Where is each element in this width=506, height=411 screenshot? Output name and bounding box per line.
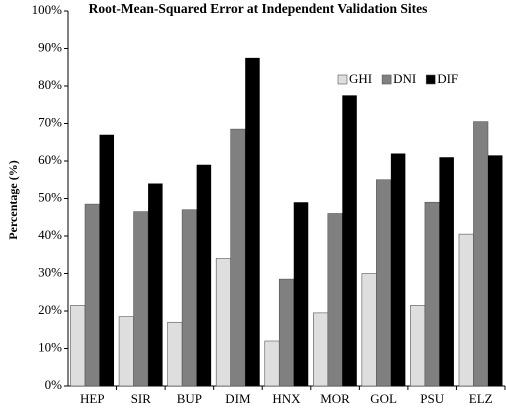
y-tick-label: 90% — [38, 39, 62, 54]
bar — [439, 157, 454, 386]
bar — [167, 321, 183, 387]
y-tick-label: 30% — [38, 264, 62, 279]
legend-label: DNI — [393, 71, 416, 86]
bar — [313, 312, 329, 387]
bar — [361, 273, 377, 387]
bar — [118, 316, 134, 387]
x-tick-label: HNX — [272, 391, 301, 406]
y-tick-label: 0% — [45, 377, 63, 392]
bar — [245, 57, 260, 386]
y-tick-label: 50% — [38, 189, 62, 204]
bar — [70, 305, 86, 387]
bar — [181, 209, 197, 387]
bar — [458, 233, 474, 387]
x-tick-label: ELZ — [469, 391, 493, 406]
y-tick-label: 80% — [38, 77, 62, 92]
bar — [230, 128, 246, 387]
y-tick-label: 70% — [38, 114, 62, 129]
legend-swatch — [425, 74, 436, 85]
bar — [148, 183, 163, 386]
bar — [215, 258, 231, 387]
bar — [327, 213, 343, 387]
bar — [264, 340, 280, 387]
bar — [473, 121, 489, 387]
legend-swatch — [337, 74, 348, 85]
x-tick-label: BUP — [177, 391, 202, 406]
bar — [133, 211, 149, 387]
y-tick-label: 100% — [32, 2, 63, 17]
bar — [278, 278, 295, 387]
legend-swatch — [381, 74, 392, 85]
bar — [410, 305, 426, 387]
y-tick-label: 10% — [38, 339, 62, 354]
x-tick-label: MOR — [320, 391, 350, 406]
y-tick-label: 40% — [38, 227, 62, 242]
y-tick-label: 20% — [38, 302, 62, 317]
bar — [376, 179, 392, 387]
legend-label: DIF — [437, 71, 458, 86]
x-tick-label: DIM — [225, 391, 251, 406]
bar — [84, 203, 100, 387]
bar — [487, 155, 503, 386]
bar — [293, 202, 309, 386]
x-tick-label: PSU — [420, 391, 444, 406]
x-tick-label: GOL — [370, 391, 397, 406]
bar — [99, 134, 115, 386]
bar — [196, 164, 212, 386]
bar — [390, 153, 406, 386]
legend-label: GHI — [349, 71, 372, 86]
x-tick-label: SIR — [131, 391, 152, 406]
y-tick-label: 60% — [38, 152, 62, 167]
chart-title: Root-Mean-Squared Error at Independent V… — [89, 1, 428, 16]
bar — [342, 95, 357, 386]
x-tick-label: HEP — [80, 391, 105, 406]
bar — [424, 201, 440, 387]
y-axis-label: Percentage (%) — [6, 160, 20, 239]
